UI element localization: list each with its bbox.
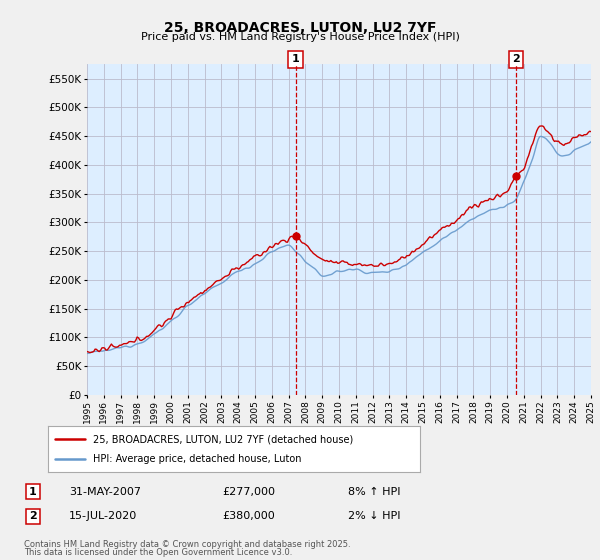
Text: 25, BROADACRES, LUTON, LU2 7YF: 25, BROADACRES, LUTON, LU2 7YF xyxy=(164,21,436,35)
Text: 2: 2 xyxy=(512,54,520,64)
Text: Price paid vs. HM Land Registry's House Price Index (HPI): Price paid vs. HM Land Registry's House … xyxy=(140,32,460,43)
Text: HPI: Average price, detached house, Luton: HPI: Average price, detached house, Luto… xyxy=(92,454,301,464)
Text: 15-JUL-2020: 15-JUL-2020 xyxy=(69,511,137,521)
Text: 31-MAY-2007: 31-MAY-2007 xyxy=(69,487,141,497)
Text: 2: 2 xyxy=(29,511,37,521)
Text: This data is licensed under the Open Government Licence v3.0.: This data is licensed under the Open Gov… xyxy=(24,548,292,557)
Text: 1: 1 xyxy=(29,487,37,497)
Text: £380,000: £380,000 xyxy=(222,511,275,521)
Text: 25, BROADACRES, LUTON, LU2 7YF (detached house): 25, BROADACRES, LUTON, LU2 7YF (detached… xyxy=(92,435,353,445)
Text: 8% ↑ HPI: 8% ↑ HPI xyxy=(348,487,401,497)
Text: 2% ↓ HPI: 2% ↓ HPI xyxy=(348,511,401,521)
Text: £277,000: £277,000 xyxy=(222,487,275,497)
Text: 1: 1 xyxy=(292,54,299,64)
Text: Contains HM Land Registry data © Crown copyright and database right 2025.: Contains HM Land Registry data © Crown c… xyxy=(24,540,350,549)
